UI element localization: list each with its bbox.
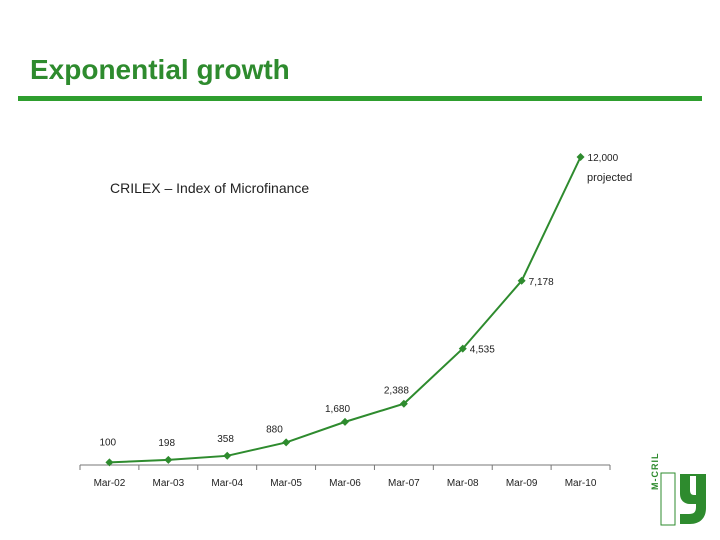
data-point — [399, 399, 408, 408]
data-label: 12,000 — [588, 153, 619, 164]
data-label: 7,178 — [529, 277, 554, 288]
x-tick-label: Mar-04 — [211, 478, 243, 489]
data-label: 198 — [158, 438, 175, 449]
mcril-logo-icon — [660, 472, 706, 526]
slide-title: Exponential growth — [30, 54, 290, 85]
data-point — [164, 455, 173, 464]
x-tick-label: Mar-02 — [94, 478, 126, 489]
data-label: 1,680 — [325, 404, 350, 415]
data-label: 880 — [266, 424, 283, 435]
data-point — [517, 276, 526, 285]
data-point — [576, 153, 585, 161]
series-line — [109, 156, 582, 464]
logo-text: M-CRIL — [650, 452, 660, 491]
title-divider — [18, 96, 702, 101]
x-tick-label: Mar-07 — [388, 478, 420, 489]
data-label: 4,535 — [470, 345, 495, 356]
data-label: 2,388 — [384, 386, 409, 397]
chart-title: CRILEX – Index of Microfinance — [110, 180, 310, 196]
projected-annotation: projected — [587, 172, 633, 184]
x-tick-label: Mar-08 — [447, 478, 479, 489]
data-label: 358 — [217, 434, 234, 445]
data-point — [223, 451, 232, 460]
x-tick-label: Mar-10 — [565, 478, 597, 489]
x-tick-label: Mar-05 — [270, 478, 302, 489]
data-label: 100 — [99, 437, 116, 448]
data-point — [341, 417, 349, 426]
x-tick-label: Mar-06 — [329, 478, 361, 489]
data-point — [282, 438, 291, 447]
data-point — [458, 344, 467, 353]
data-point — [105, 458, 114, 467]
x-tick-label: Mar-03 — [152, 478, 184, 489]
x-tick-label: Mar-09 — [506, 478, 538, 489]
